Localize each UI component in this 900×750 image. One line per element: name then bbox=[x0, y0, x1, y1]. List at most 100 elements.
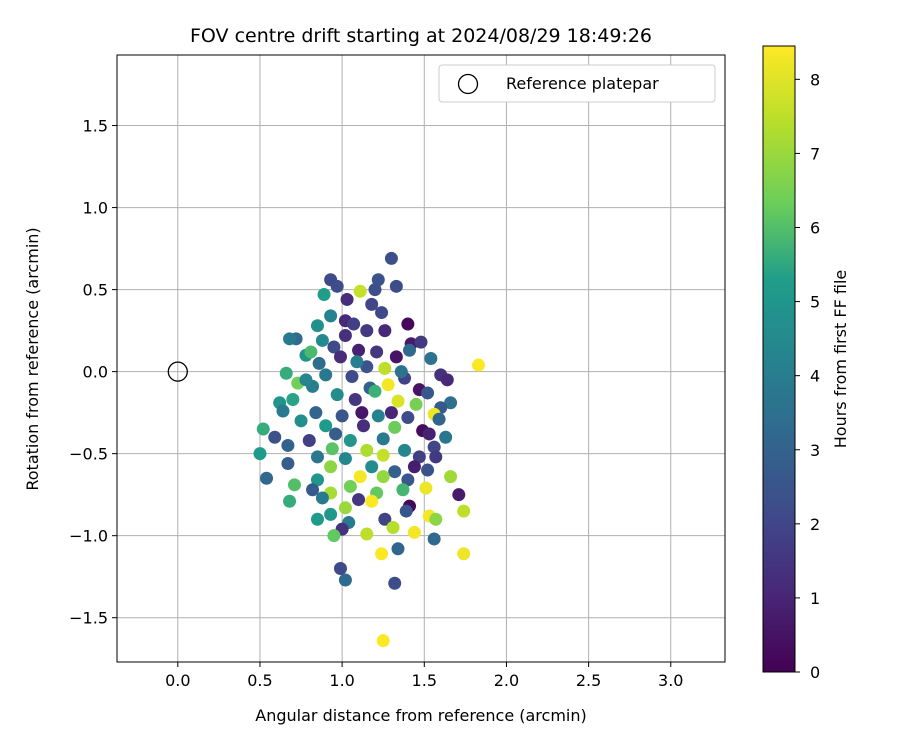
data-point bbox=[401, 411, 415, 425]
data-point bbox=[360, 443, 374, 457]
data-point bbox=[338, 501, 352, 515]
y-axis-ticks: −1.5 −1.0 −0.5 0.0 0.5 1.0 1.5 bbox=[69, 117, 117, 628]
colorbar-tick-label: 7 bbox=[810, 144, 820, 163]
data-point bbox=[365, 297, 379, 311]
legend-label: Reference platepar bbox=[506, 74, 659, 93]
data-point bbox=[343, 479, 357, 493]
data-point bbox=[429, 450, 443, 464]
data-point bbox=[310, 319, 324, 333]
data-point bbox=[281, 456, 295, 470]
data-point bbox=[338, 573, 352, 587]
data-point bbox=[444, 470, 458, 484]
colorbar-tick-label: 3 bbox=[810, 441, 820, 460]
plot-frame bbox=[116, 54, 726, 663]
data-points bbox=[253, 251, 486, 648]
x-tick-label: 0.0 bbox=[165, 671, 190, 690]
data-point bbox=[304, 345, 318, 359]
data-point bbox=[360, 527, 374, 541]
data-point bbox=[338, 452, 352, 466]
colorbar-tick-label: 8 bbox=[810, 70, 820, 89]
x-axis-label: Angular distance from reference (arcmin) bbox=[255, 706, 586, 725]
x-tick-label: 1.5 bbox=[412, 671, 437, 690]
data-point bbox=[256, 422, 270, 436]
x-tick-label: 0.5 bbox=[247, 671, 272, 690]
data-point bbox=[368, 384, 382, 398]
data-point bbox=[365, 460, 379, 474]
data-point bbox=[253, 447, 267, 461]
data-point bbox=[389, 350, 403, 364]
data-point bbox=[368, 283, 382, 297]
data-point bbox=[310, 512, 324, 526]
y-axis-label: Rotation from reference (arcmin) bbox=[23, 227, 42, 490]
data-point bbox=[327, 529, 341, 543]
data-point bbox=[401, 473, 415, 487]
chart-title: FOV centre drift starting at 2024/08/29 … bbox=[190, 25, 652, 47]
data-point bbox=[388, 576, 402, 590]
data-point bbox=[360, 324, 374, 338]
data-point bbox=[399, 504, 413, 518]
data-point bbox=[378, 324, 392, 338]
data-point bbox=[347, 317, 361, 331]
data-point bbox=[440, 373, 454, 387]
legend: Reference platepar bbox=[438, 64, 716, 103]
data-point bbox=[324, 309, 338, 323]
data-point bbox=[330, 388, 344, 402]
data-point bbox=[429, 512, 443, 526]
data-point bbox=[356, 419, 370, 433]
data-point bbox=[381, 378, 395, 392]
data-point bbox=[352, 493, 366, 507]
data-point bbox=[283, 494, 297, 508]
data-point bbox=[371, 273, 385, 287]
data-point bbox=[327, 340, 341, 354]
data-point bbox=[422, 427, 436, 441]
data-point bbox=[444, 396, 458, 410]
data-point bbox=[407, 525, 421, 539]
data-point bbox=[302, 434, 316, 448]
colorbar-ticks: 0 1 2 3 4 5 6 7 8 bbox=[795, 70, 820, 682]
x-tick-label: 3.0 bbox=[658, 671, 683, 690]
data-point bbox=[360, 360, 374, 374]
data-point bbox=[376, 634, 390, 648]
data-point bbox=[324, 507, 338, 521]
data-point bbox=[401, 317, 415, 331]
data-point bbox=[472, 358, 486, 372]
data-point bbox=[333, 561, 347, 575]
x-tick-label: 2.0 bbox=[494, 671, 519, 690]
data-point bbox=[353, 470, 367, 484]
y-tick-label: −1.0 bbox=[69, 527, 108, 546]
data-point bbox=[329, 427, 343, 441]
y-tick-label: 1.0 bbox=[83, 199, 108, 218]
data-point bbox=[396, 483, 410, 497]
data-point bbox=[268, 430, 282, 444]
data-point bbox=[319, 368, 333, 382]
data-point bbox=[391, 394, 405, 408]
data-point bbox=[348, 393, 362, 407]
data-point bbox=[419, 481, 433, 495]
x-tick-label: 1.0 bbox=[329, 671, 354, 690]
data-point bbox=[375, 306, 389, 320]
data-point bbox=[353, 284, 367, 298]
data-point bbox=[421, 463, 435, 477]
colorbar-tick-label: 5 bbox=[810, 293, 820, 312]
data-point bbox=[414, 335, 428, 349]
data-point bbox=[306, 483, 320, 497]
colorbar-tick-label: 2 bbox=[810, 515, 820, 534]
data-point bbox=[338, 329, 352, 343]
data-point bbox=[310, 473, 324, 487]
data-point bbox=[388, 420, 402, 434]
data-point bbox=[325, 442, 339, 456]
data-point bbox=[355, 406, 369, 420]
data-point bbox=[294, 414, 308, 428]
legend-box bbox=[438, 64, 716, 103]
data-point bbox=[310, 450, 324, 464]
data-point bbox=[260, 471, 274, 485]
colorbar-tick-label: 1 bbox=[810, 589, 820, 608]
x-tick-label: 2.5 bbox=[576, 671, 601, 690]
legend-marker bbox=[457, 73, 479, 95]
y-tick-label: −0.5 bbox=[69, 445, 108, 464]
data-point bbox=[352, 343, 366, 357]
data-point bbox=[407, 460, 421, 474]
data-point bbox=[398, 443, 412, 457]
data-point bbox=[365, 494, 379, 508]
